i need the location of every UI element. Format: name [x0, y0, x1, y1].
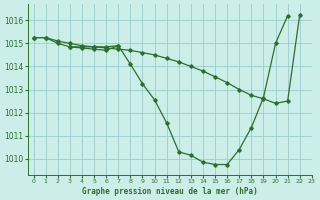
X-axis label: Graphe pression niveau de la mer (hPa): Graphe pression niveau de la mer (hPa) — [82, 187, 258, 196]
